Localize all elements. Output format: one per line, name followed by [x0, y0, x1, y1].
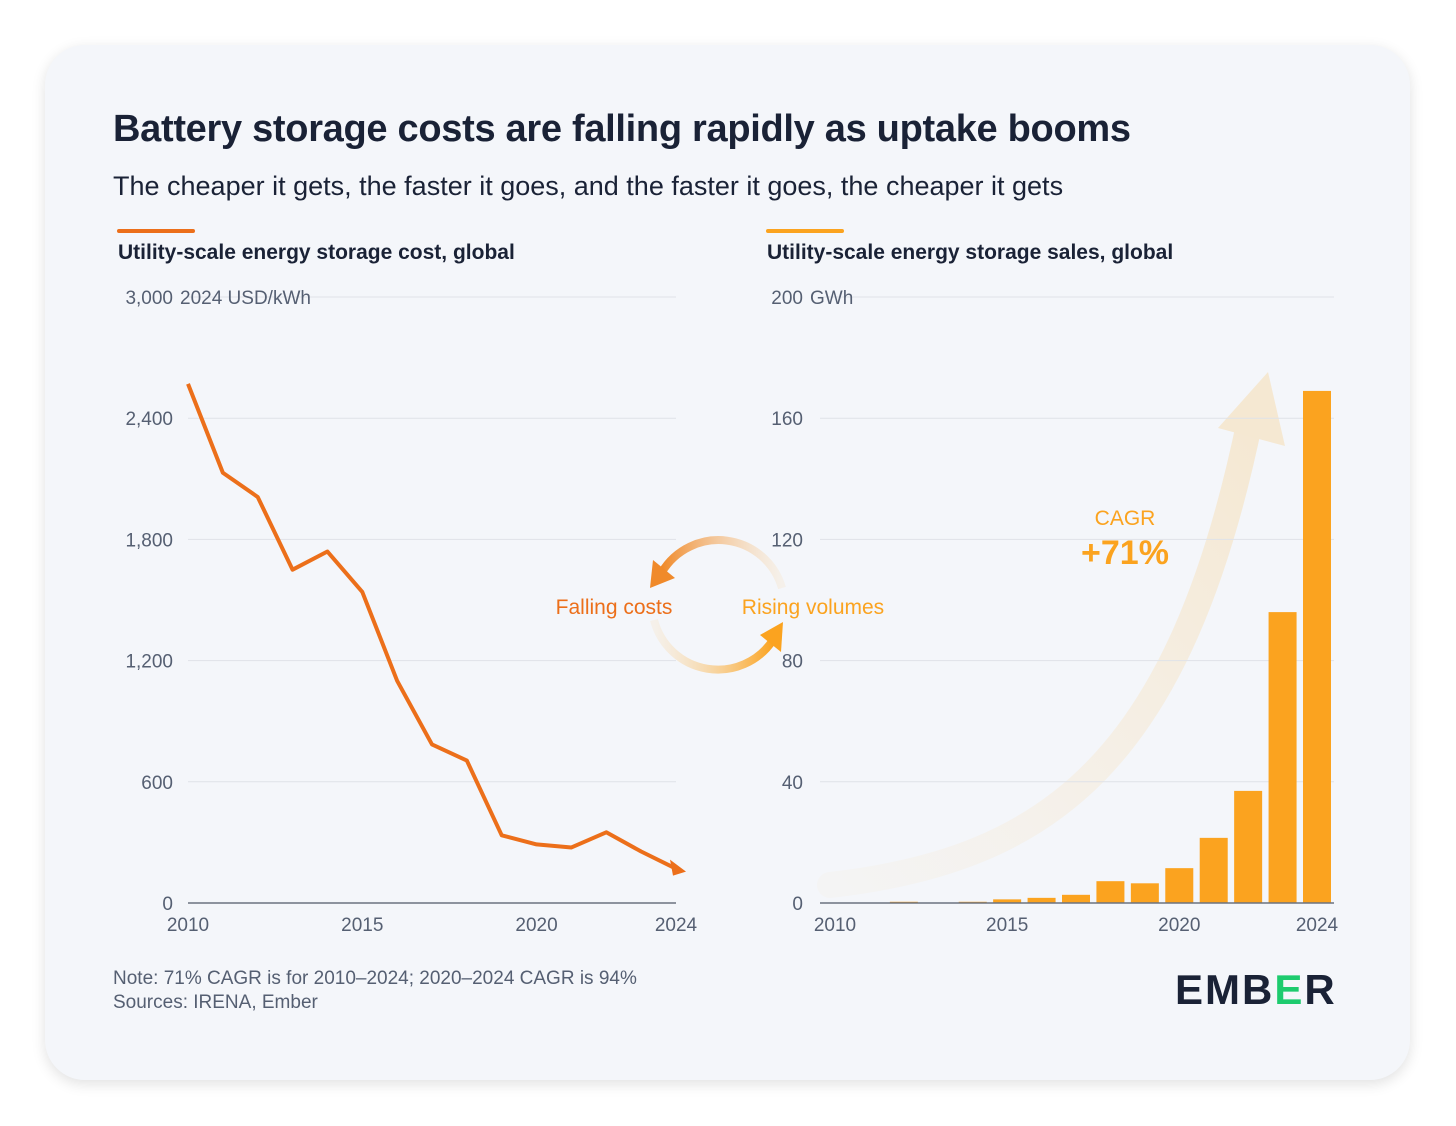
cycle-arrowhead-right-icon	[760, 622, 783, 652]
y-tick-label: 1,800	[125, 530, 173, 551]
x-tick-label: 2015	[986, 915, 1028, 936]
cagr-value: +71%	[1081, 534, 1169, 572]
y-tick-label: 120	[771, 530, 803, 551]
rising-volumes-label: Rising volumes	[742, 596, 884, 619]
x-tick-label: 2024	[655, 915, 698, 936]
cost-accent-line	[117, 229, 195, 233]
sales-bar	[1130, 883, 1159, 903]
y-tick-label: 600	[141, 773, 173, 794]
sales-bar	[993, 899, 1022, 903]
sales-bar	[1268, 612, 1297, 903]
cycle-arrowhead-left-icon	[650, 560, 675, 588]
x-tick-label: 2024	[1296, 915, 1339, 936]
cycle-arrow-bottom	[650, 618, 777, 674]
sales-bar	[1303, 390, 1331, 903]
cycle-arrow-top	[658, 536, 786, 590]
cost-line-arrowhead-icon	[670, 859, 686, 876]
y-unit-label: 2024 USD/kWh	[180, 288, 311, 309]
y-tick-label: 160	[771, 409, 803, 430]
cagr-arrowhead-icon	[1218, 372, 1285, 446]
y-tick-label: 80	[782, 652, 803, 673]
y-tick-label: 1,200	[125, 652, 173, 673]
sales-bar	[1096, 881, 1125, 903]
x-tick-label: 2015	[341, 915, 383, 936]
x-tick-label: 2010	[167, 915, 209, 936]
y-tick-label: 40	[782, 773, 803, 794]
cagr-arrow	[817, 407, 1263, 898]
falling-costs-label: Falling costs	[556, 596, 673, 619]
y-tick-label: 2,400	[125, 409, 173, 430]
sales-accent-line	[766, 229, 844, 233]
chart-sources: Sources: IRENA, Ember	[113, 992, 318, 1013]
feedback-cycle: Falling costs Rising volumes	[556, 536, 884, 674]
ember-logo: EMBER	[1175, 966, 1337, 1013]
cost-panel-title: Utility-scale energy storage cost, globa…	[118, 241, 515, 264]
chart-title: Battery storage costs are falling rapidl…	[113, 108, 1131, 150]
sales-bar	[1027, 897, 1056, 903]
y-tick-label: 3,000	[125, 288, 173, 309]
x-tick-label: 2020	[515, 915, 557, 936]
y-tick-label: 200	[771, 288, 803, 309]
chart-card	[45, 45, 1410, 1080]
y-tick-label: 0	[792, 894, 803, 915]
sales-bar	[1165, 868, 1194, 903]
sales-bar	[1199, 837, 1228, 903]
sales-panel-title: Utility-scale energy storage sales, glob…	[767, 241, 1174, 264]
cagr-label: CAGR	[1095, 507, 1156, 530]
chart-subtitle: The cheaper it gets, the faster it goes,…	[113, 171, 1064, 201]
y-unit-label: GWh	[810, 288, 853, 309]
chart-note: Note: 71% CAGR is for 2010–2024; 2020–20…	[113, 968, 637, 989]
x-tick-label: 2010	[814, 915, 856, 936]
x-tick-label: 2020	[1158, 915, 1200, 936]
sales-bar	[1234, 790, 1263, 903]
cost-line	[186, 383, 677, 871]
sales-bar	[1062, 894, 1090, 903]
y-tick-label: 0	[162, 894, 173, 915]
